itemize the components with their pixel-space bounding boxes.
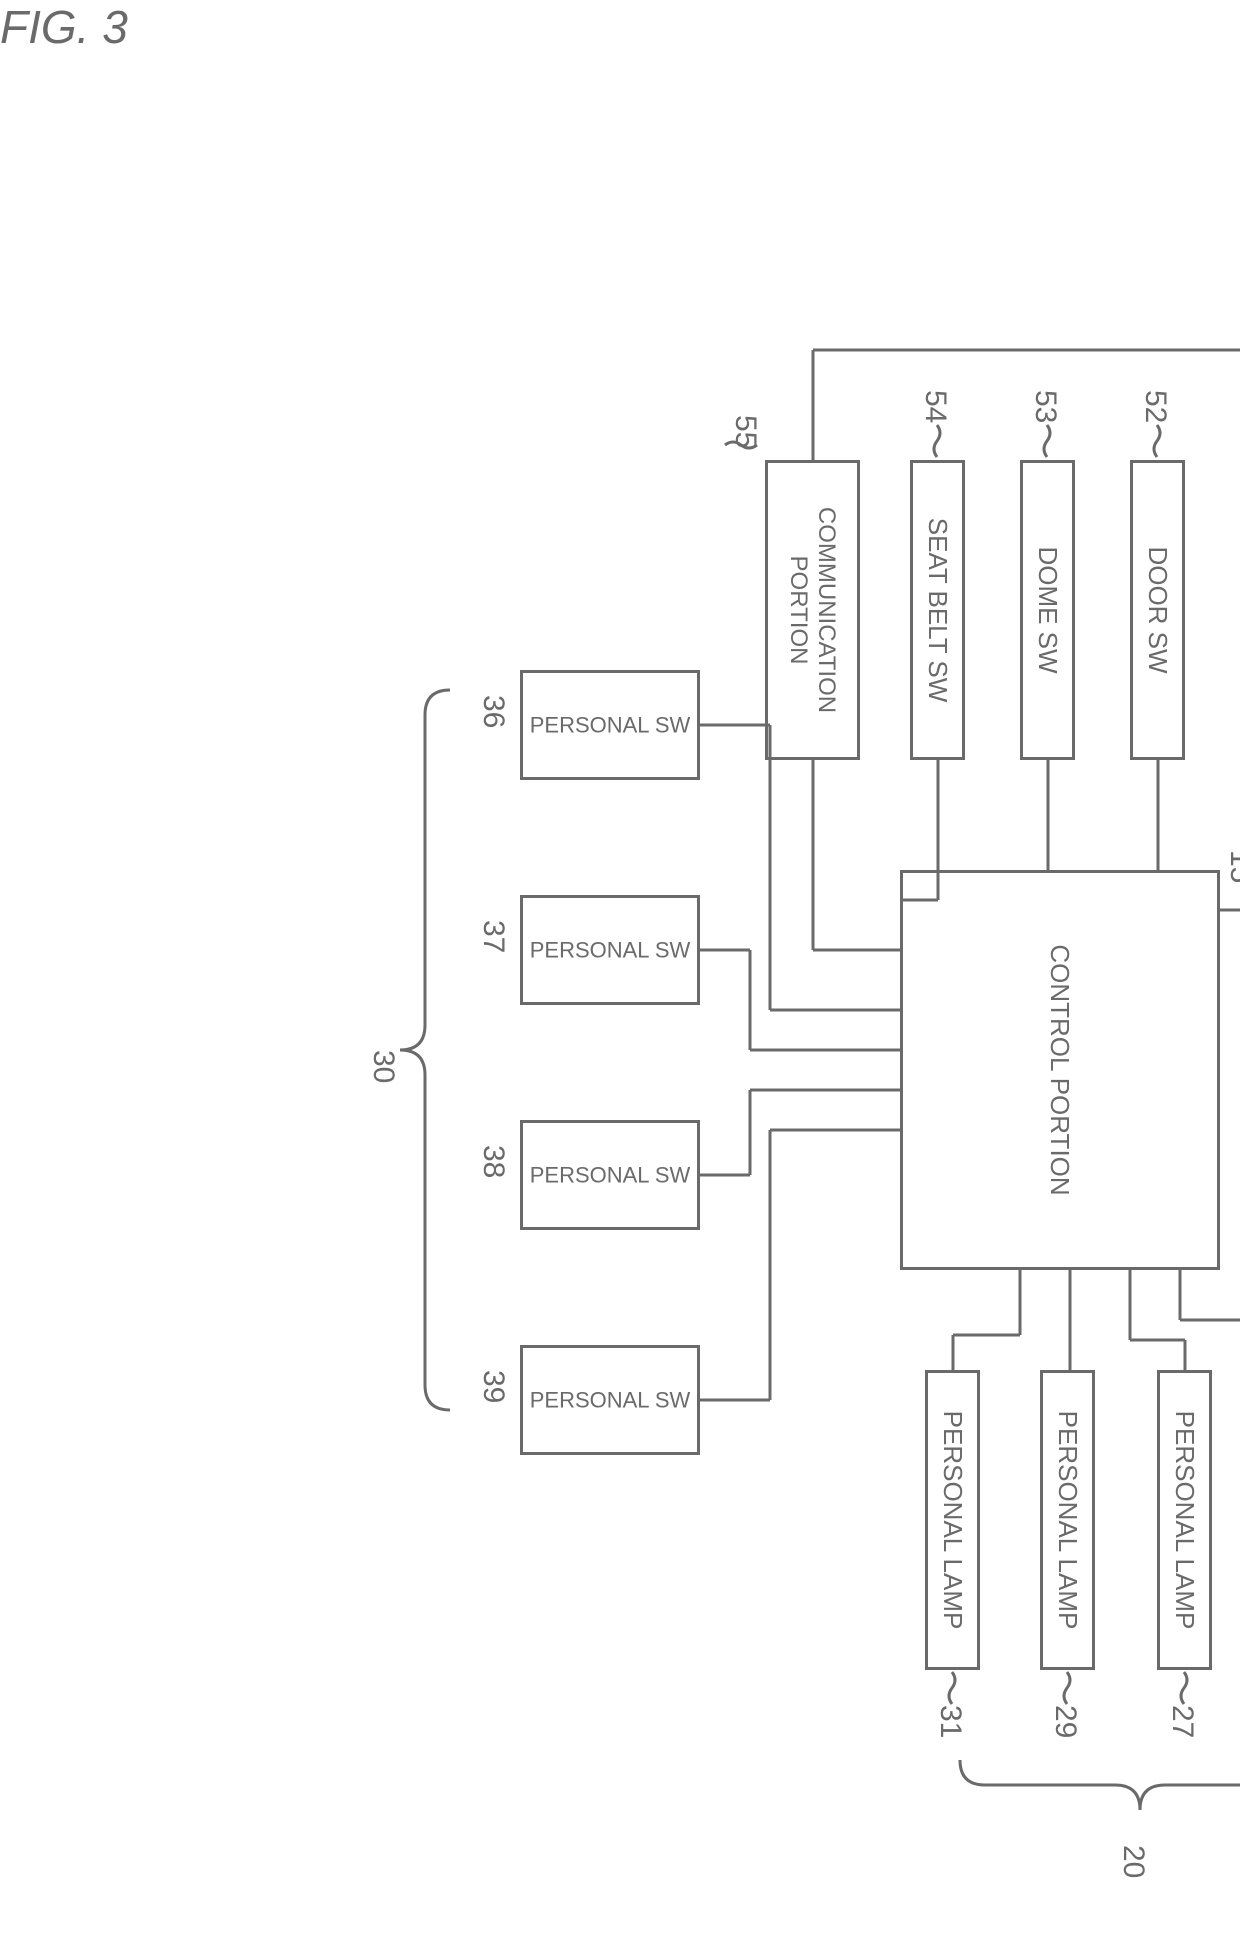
dome-sw-ref: 53: [1028, 390, 1062, 423]
personal-lamp-3-ref: 29: [1048, 1705, 1082, 1738]
figure-label: FIG. 3: [0, 0, 128, 54]
personal-lamp-2-ref: 27: [1165, 1705, 1199, 1738]
block-diagram: 10 CONTROL PORTION 15 TAXIMETER 40 IGNIT…: [0, 450, 1240, 1570]
personal-lamp-4-ref: 31: [933, 1705, 967, 1738]
seatbelt-sw-ref: 54: [918, 390, 952, 423]
door-sw-ref: 52: [1138, 390, 1172, 423]
connection-wires: [0, 450, 1240, 1570]
lamps-group-ref: 20: [1116, 1845, 1150, 1878]
